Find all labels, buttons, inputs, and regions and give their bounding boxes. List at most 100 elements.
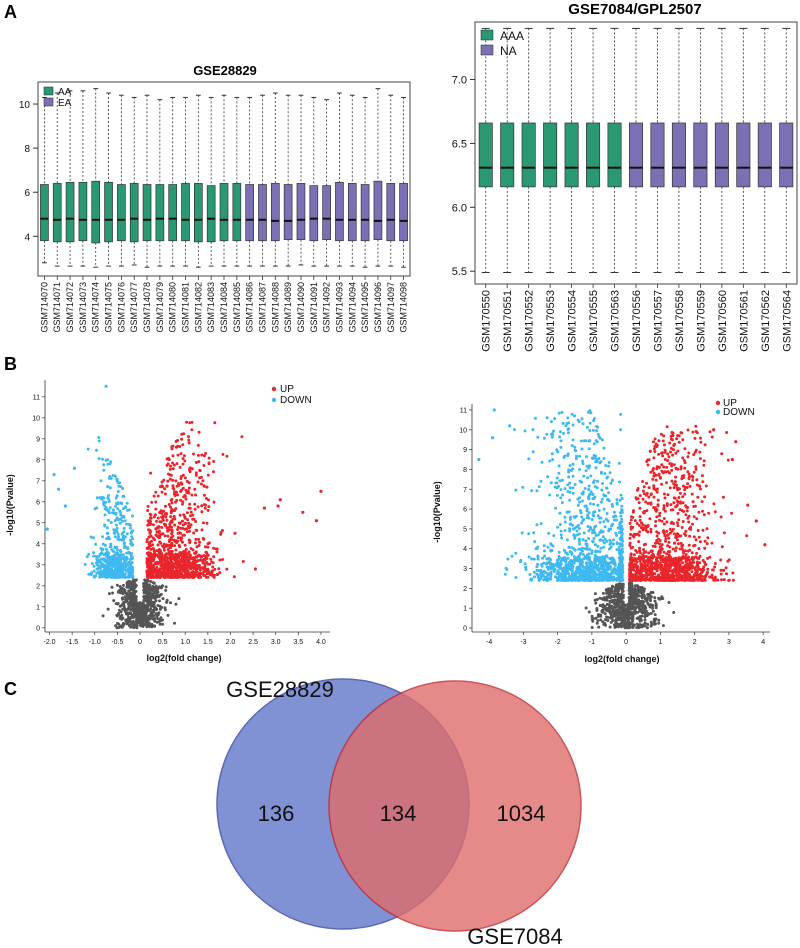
point-down [569, 469, 573, 472]
point-up [676, 574, 679, 578]
point-up [195, 545, 199, 549]
point-down [131, 566, 135, 569]
point-down [585, 507, 589, 511]
point-down [620, 548, 624, 552]
point-up [175, 490, 178, 494]
point-up [197, 460, 201, 464]
point-up [658, 518, 661, 522]
point-up [665, 552, 669, 556]
point-down [520, 531, 524, 535]
point-up [657, 566, 661, 569]
point-up [188, 555, 192, 559]
x-label-GSM714070: GSM714070 [39, 282, 49, 333]
point-up [633, 519, 637, 523]
x-label-GSM714086: GSM714086 [245, 282, 255, 333]
point-down [92, 575, 96, 579]
point-up [664, 572, 668, 576]
point-down [112, 573, 116, 577]
x-label-GSM714094: GSM714094 [347, 282, 357, 333]
point-down [106, 552, 110, 556]
point-up [676, 434, 680, 438]
point-down [592, 502, 596, 506]
point-down [121, 553, 125, 557]
point-up [661, 554, 665, 558]
point-ns [177, 597, 181, 601]
point-up [667, 455, 671, 459]
box-GSM714084 [219, 183, 229, 242]
point-up [214, 547, 218, 551]
point-up [192, 563, 195, 567]
point-up [649, 527, 653, 531]
point-up [180, 554, 184, 558]
point-down [590, 518, 594, 521]
point-up [684, 513, 688, 517]
point-up [176, 439, 180, 442]
point-up [673, 496, 677, 500]
volcano-1-points [45, 384, 323, 630]
point-down [114, 523, 118, 527]
point-up [153, 513, 157, 517]
point-up [170, 501, 174, 505]
point-down [597, 509, 601, 512]
point-down [567, 475, 571, 479]
point-up [171, 467, 175, 471]
point-up [199, 558, 203, 562]
point-up [206, 553, 210, 557]
point-up [170, 541, 174, 545]
point-down [621, 539, 625, 543]
point-ns [129, 592, 133, 596]
point-up [162, 542, 166, 546]
point-down [566, 452, 570, 456]
point-up [647, 495, 651, 499]
point-ns [156, 587, 160, 591]
point-up [175, 484, 179, 488]
point-up [218, 558, 222, 562]
point-down [105, 537, 109, 541]
volcano-1-ylabel: -log10(Pvalue) [5, 474, 15, 536]
point-up [680, 547, 684, 550]
point-up [190, 493, 194, 497]
point-down [596, 425, 600, 429]
point-up [162, 509, 166, 513]
point-up [677, 556, 681, 560]
point-ns [121, 602, 125, 606]
point-down [114, 511, 118, 515]
point-down [611, 538, 615, 542]
point-down [562, 431, 565, 435]
point-up [683, 492, 687, 496]
point-up [157, 551, 161, 555]
box-GSM170563 [607, 122, 622, 188]
point-up [655, 534, 659, 538]
point-ns [120, 613, 124, 617]
point-up [166, 462, 170, 466]
point-up [163, 487, 167, 491]
point-up [159, 559, 163, 563]
x-tick-label: 0.5 [158, 639, 168, 646]
x-label-GSM170558: GSM170558 [674, 290, 686, 352]
point-down [129, 531, 133, 535]
x-label-GSM714078: GSM714078 [142, 282, 152, 333]
point-up [162, 564, 166, 568]
box-GSM714093 [335, 181, 344, 242]
point-down [620, 496, 624, 500]
point-down [528, 573, 532, 576]
point-down [103, 523, 107, 527]
point-down [603, 472, 607, 476]
point-up [679, 431, 683, 435]
point-up [682, 556, 686, 560]
point-down [568, 498, 572, 502]
point-up [194, 473, 198, 477]
point-down [125, 569, 129, 573]
point-down [95, 496, 99, 500]
point-ns [160, 586, 164, 589]
point-down [102, 463, 106, 467]
point-down [125, 501, 129, 505]
point-up [726, 458, 730, 462]
point-down [120, 502, 124, 505]
box-GSM170558 [671, 122, 686, 188]
point-up [168, 575, 172, 579]
point-down [598, 550, 602, 554]
point-up [663, 448, 667, 452]
box-GSM714090 [296, 183, 306, 240]
